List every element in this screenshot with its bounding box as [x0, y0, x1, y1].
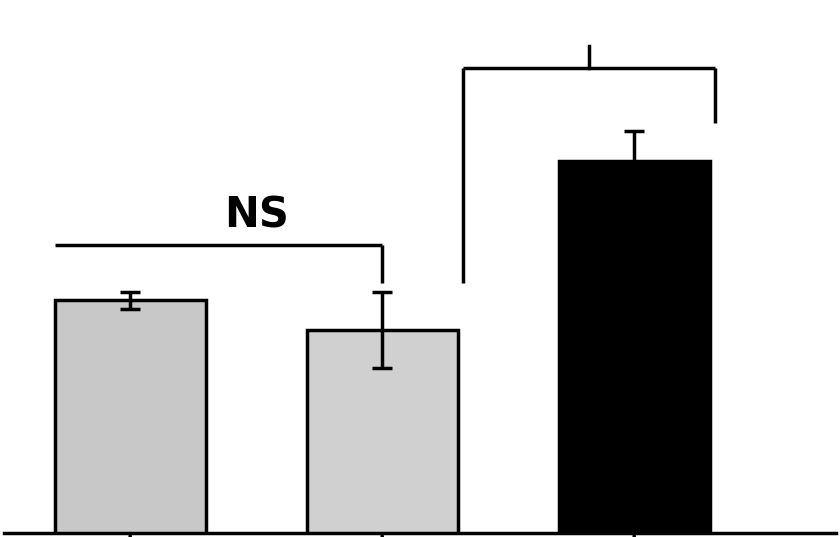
Text: NS: NS [223, 195, 289, 237]
Bar [55, 300, 206, 533]
Bar [559, 161, 710, 533]
Bar [307, 330, 458, 533]
